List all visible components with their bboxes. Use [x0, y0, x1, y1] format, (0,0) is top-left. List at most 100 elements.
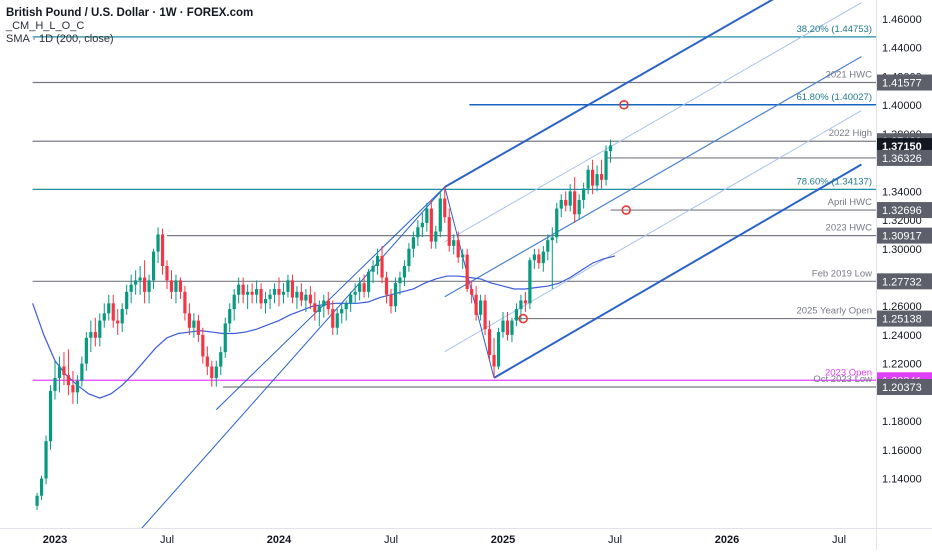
level-label: 2022 High [829, 128, 872, 139]
candle-body [62, 367, 65, 376]
candle-body [376, 256, 379, 266]
price-tag-text: 1.30917 [882, 231, 922, 243]
candle-body [188, 313, 191, 327]
price-tag-text: 1.32696 [882, 205, 922, 217]
candle-body [380, 256, 383, 278]
candle-body [430, 209, 433, 242]
candle-body [542, 252, 545, 263]
candle-body [85, 338, 88, 364]
candle-body [80, 364, 83, 381]
candle-body [403, 266, 406, 277]
candle-body [564, 200, 567, 206]
candle-body [130, 285, 133, 292]
candle-body [340, 309, 343, 313]
candle-body [219, 352, 222, 366]
y-tick-label: 1.16000 [882, 445, 922, 457]
candle-body [165, 266, 168, 280]
candle-body [224, 323, 227, 352]
candle-body [537, 255, 540, 264]
candle-body [98, 321, 101, 338]
indicator-hloc[interactable]: _CM_H_L_O_C [6, 20, 253, 33]
candle-body [416, 227, 419, 237]
candle-body [268, 295, 271, 299]
candle-body [143, 277, 146, 291]
candle-body [501, 321, 504, 332]
candle-body [363, 283, 366, 292]
candle-body [551, 237, 554, 240]
x-tick-label: 2025 [491, 534, 515, 546]
y-tick-label: 1.14000 [882, 474, 922, 486]
candle-body [367, 272, 370, 292]
channel-inner [445, 3, 862, 242]
candle-body [291, 280, 294, 297]
candle-body [569, 191, 572, 205]
candle-body [179, 280, 182, 291]
y-tick-label: 1.34000 [882, 186, 922, 198]
y-tick-label: 1.18000 [882, 416, 922, 428]
candle-body [228, 309, 231, 323]
candle-body [322, 300, 325, 306]
candle-body [300, 292, 303, 301]
sma-line [33, 256, 615, 398]
candle-body [582, 188, 585, 199]
candle-body [578, 200, 581, 214]
candle-body [282, 292, 285, 295]
candle-body [318, 306, 321, 312]
trendline-left [122, 187, 445, 550]
level-label: 38.20% (1.44753) [796, 24, 872, 35]
price-axis[interactable]: 1.460001.440001.420001.400001.380001.340… [877, 0, 932, 550]
candle-body [313, 303, 316, 312]
price-tag-text: 1.25138 [882, 314, 922, 326]
candle-body [183, 292, 186, 314]
sma-200-line [33, 256, 615, 398]
candle-body [452, 240, 455, 246]
candle-body [546, 240, 549, 251]
candle-body [457, 240, 460, 257]
candle-body [156, 234, 159, 251]
candle-body [197, 321, 200, 335]
price-tag-text: 1.36326 [882, 153, 922, 165]
level-label: 2025 Yearly Open [796, 306, 872, 317]
candle-body [201, 335, 204, 357]
candle-body [174, 280, 177, 291]
x-tick-label: 2024 [267, 534, 292, 546]
indicator-sma[interactable]: SMA · 1D (200, close) [6, 33, 253, 46]
candle-body [116, 321, 119, 324]
y-tick-label: 1.44000 [882, 43, 922, 55]
price-tag-text: 1.41577 [882, 78, 922, 90]
candle-body [443, 199, 446, 218]
candle-body [242, 285, 245, 295]
candle-body [40, 479, 43, 496]
candle-body [354, 292, 357, 295]
symbol-title[interactable]: British Pound / U.S. Dollar · 1W · FOREX… [6, 6, 253, 20]
candle-body [89, 332, 92, 338]
candle-body [510, 321, 513, 335]
candle-body [595, 174, 598, 185]
candle-body [394, 283, 397, 306]
candle-body [147, 280, 150, 291]
candle-body [237, 285, 240, 295]
y-tick-label: 1.40000 [882, 100, 922, 112]
candle-body [103, 313, 106, 320]
candle-body [524, 300, 527, 303]
candle-body [448, 217, 451, 246]
candle-body [327, 300, 330, 309]
candle-body [44, 441, 47, 478]
candle-body [233, 295, 236, 309]
candle-body [170, 280, 173, 291]
candle-body [506, 321, 509, 335]
candle-body [121, 309, 124, 323]
candle-body [528, 260, 531, 303]
level-label: Feb 2019 Low [812, 268, 872, 279]
candle-body [609, 145, 612, 151]
candle-body [587, 170, 590, 189]
candle-body [210, 367, 213, 378]
y-tick-label: 1.24000 [882, 330, 922, 342]
level-label: April HWC [828, 197, 872, 208]
level-label: Oct 2023 Low [813, 374, 872, 385]
candle-body [497, 332, 500, 366]
